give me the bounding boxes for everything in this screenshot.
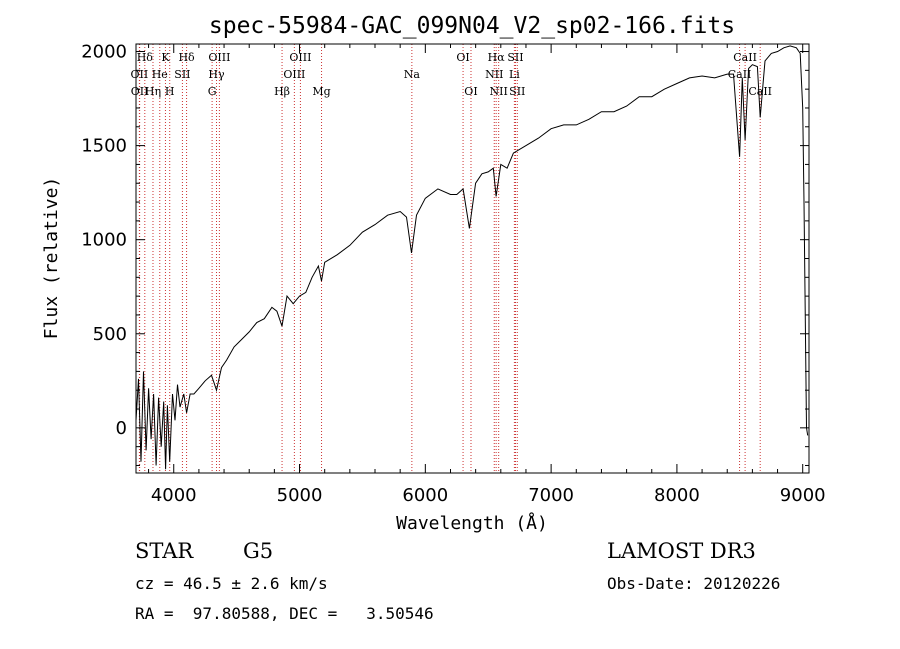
spectral-line-label: CaII (733, 51, 757, 64)
x-tick-label: 5000 (277, 485, 323, 506)
x-tick-label: 4000 (151, 485, 197, 506)
spectral-line-label: OI (464, 85, 477, 98)
plot-frame (135, 43, 810, 474)
spectral-line-label: CaII (748, 85, 772, 98)
spectral-line-label: SII (509, 85, 525, 98)
spectral-line-label: SII (174, 68, 190, 81)
y-tick-label: 1500 (81, 136, 127, 157)
x-axis-label: Wavelength (Å) (396, 512, 548, 534)
spectral-line-label: OIII (208, 51, 230, 64)
spectral-line-label: OIII (283, 68, 305, 81)
spectral-line-markers (138, 44, 761, 473)
x-tick-label: 8000 (654, 485, 700, 506)
chart-title: spec-55984-GAC_099N04_V2_sp02-166.fits (209, 13, 735, 39)
spectrum-series-line (135, 45, 809, 470)
spectral-line-label: OI (456, 51, 469, 64)
spectral-line-label: Hδ (178, 51, 195, 64)
spectral-line-label: He (152, 68, 168, 81)
spectral-line-label: Li (509, 68, 520, 81)
spectral-line-label: Hα (488, 51, 506, 64)
spectral-line-label: Na (404, 68, 421, 81)
spectral-line-label: NII (490, 85, 508, 98)
x-tick-label: 6000 (402, 485, 448, 506)
x-tick-label: 7000 (528, 485, 574, 506)
spectral-line-label: G (208, 85, 217, 98)
spectral-line-label: OII (131, 85, 149, 98)
spectral-line-label: OII (131, 68, 149, 81)
info-obs-date: Obs-Date: 20120226 (607, 574, 781, 593)
spectral-line-label: Hβ (274, 85, 290, 98)
axis-ticks: 4000 5000 6000 7000 8000 9000 0 500 1000 1500 2000 (81, 42, 825, 506)
y-tick-label: 2000 (81, 42, 127, 63)
spectral-line-label: H (165, 85, 175, 98)
x-tick-label: 9000 (780, 485, 826, 506)
info-object-class: STAR (135, 539, 194, 563)
spectral-line-label: OIII (289, 51, 311, 64)
spectral-line-label: K (161, 51, 170, 64)
y-tick-label: 1000 (81, 230, 127, 251)
spectral-line-label: SII (507, 51, 523, 64)
spectral-line-label: Hδ (137, 51, 154, 64)
y-axis-label: Flux (relative) (41, 177, 62, 340)
spectral-line-label: Hγ (208, 68, 225, 81)
info-subclass: G5 (243, 539, 274, 563)
spectral-line-label: Hη (145, 85, 161, 98)
info-survey: LAMOST DR3 (607, 539, 756, 563)
y-tick-label: 0 (116, 418, 127, 439)
spectral-line-label: NII (485, 68, 503, 81)
y-tick-label: 500 (93, 324, 127, 345)
spectral-line-label: Mg (312, 85, 330, 98)
info-coords: RA = 97.80588, DEC = 3.50546 (135, 604, 434, 623)
info-redshift: cz = 46.5 ± 2.6 km/s (135, 574, 328, 593)
